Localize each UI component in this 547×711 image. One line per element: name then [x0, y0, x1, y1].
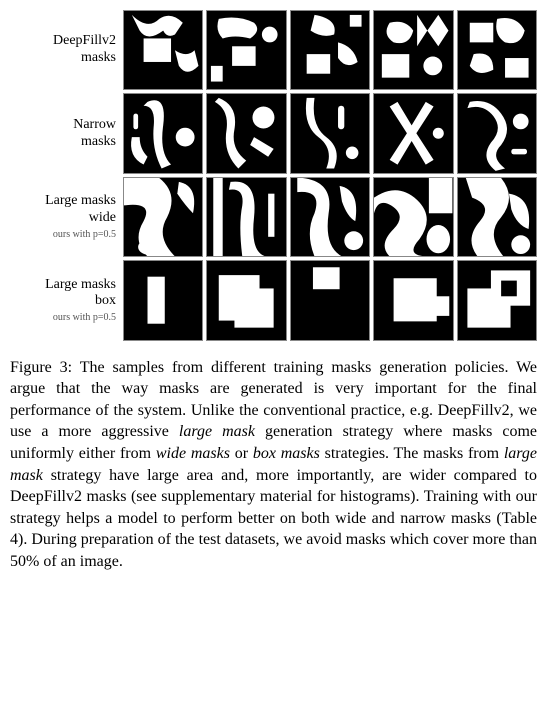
mask-cell — [457, 177, 537, 257]
mask-cell — [373, 10, 453, 90]
caption-italic: box masks — [253, 445, 320, 462]
mask-cell — [206, 177, 286, 257]
row-label-main: Large maskswide — [45, 193, 116, 227]
row-label-main: DeepFillv2masks — [53, 33, 116, 67]
row-label-main: Large masksbox — [45, 277, 116, 311]
mask-cell — [206, 10, 286, 90]
mask-cell — [206, 260, 286, 340]
mask-cell — [123, 260, 203, 340]
row-label-sub: ours with p=0.5 — [53, 312, 116, 324]
mask-cell — [123, 10, 203, 90]
figure-caption: Figure 3: The samples from different tra… — [10, 357, 537, 573]
row-label-sub: ours with p=0.5 — [53, 229, 116, 241]
mask-cell — [206, 93, 286, 173]
mask-cell — [457, 93, 537, 173]
caption-text: strategy have large area and, more impor… — [10, 467, 537, 570]
mask-cell — [290, 10, 370, 90]
row-label: Large maskswide ours with p=0.5 — [10, 177, 120, 257]
mask-cell — [373, 93, 453, 173]
caption-text: or — [230, 445, 253, 462]
mask-cell — [123, 177, 203, 257]
mask-cell — [457, 260, 537, 340]
row-label: Large masksboxours with p=0.5 — [10, 260, 120, 340]
row-label: DeepFillv2masks — [10, 10, 120, 90]
mask-cell — [373, 260, 453, 340]
row-label: Narrowmasks — [10, 93, 120, 173]
mask-cell — [123, 93, 203, 173]
caption-italic: wide masks — [156, 445, 230, 462]
mask-cell — [290, 260, 370, 340]
mask-cell — [457, 10, 537, 90]
mask-cell — [373, 177, 453, 257]
caption-italic: large mask — [179, 423, 255, 440]
row-label-main: Narrowmasks — [73, 117, 116, 151]
caption-text: strategies. The masks from — [320, 445, 504, 462]
mask-figure-grid: DeepFillv2masks Narrowmasks Large maskswid… — [10, 10, 537, 341]
mask-cell — [290, 93, 370, 173]
mask-cell — [290, 177, 370, 257]
